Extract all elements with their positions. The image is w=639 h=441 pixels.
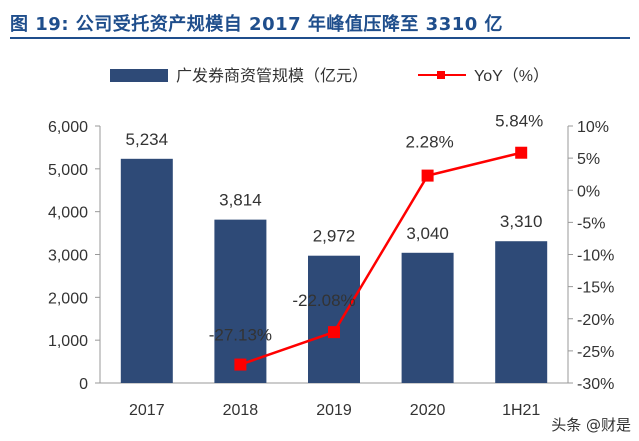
yoy-value-label: -27.13%	[209, 326, 272, 345]
left-axis-tick-label: 4,000	[48, 205, 88, 222]
x-axis-tick-label: 2019	[316, 402, 352, 419]
right-axis-tick-label: 5%	[577, 151, 600, 168]
right-axis-tick-label: -5%	[577, 215, 605, 232]
legend-line-label: YoY（%）	[474, 67, 549, 85]
yoy-value-label: -22.08%	[292, 291, 355, 310]
bar-value-label: 3,040	[406, 224, 449, 243]
legend-bar-label: 广发券商资管规模（亿元）	[176, 67, 368, 85]
right-axis-tick-label: -25%	[577, 344, 614, 361]
legend-line-marker	[437, 71, 445, 79]
right-axis-tick-label: 10%	[577, 119, 609, 136]
right-axis-tick-label: -30%	[577, 376, 614, 393]
bar	[401, 252, 454, 383]
yoy-line	[239, 151, 522, 366]
yoy-value-label: 5.84%	[495, 112, 543, 131]
bar-value-label: 3,814	[219, 191, 262, 210]
yoy-value-label: 2.28%	[405, 133, 453, 152]
left-axis-tick-label: 1,000	[48, 333, 88, 350]
chart: 广发券商资管规模（亿元） YoY（%） 0 1,000 2,000 3,000 4,000 5…	[48, 67, 614, 419]
bar-value-label: 3,310	[500, 212, 543, 231]
bar	[120, 158, 173, 383]
left-axis-tick-label: 5,000	[48, 162, 88, 179]
bar	[214, 219, 267, 383]
x-axis-tick-label: 2017	[129, 402, 165, 419]
x-axis-tick-label: 2018	[223, 402, 259, 419]
watermark: 头条 @财是	[551, 416, 631, 434]
left-axis-tick-label: 2,000	[48, 290, 88, 307]
figure-title: 图 19: 公司受托资产规模自 2017 年峰值压降至 3310 亿	[10, 14, 504, 35]
right-axis-tick-label: -15%	[577, 280, 614, 297]
right-axis-tick-label: -10%	[577, 248, 614, 265]
title-underline	[10, 37, 630, 39]
bar-value-label: 2,972	[313, 227, 356, 246]
x-axis-tick-label: 1H21	[502, 402, 540, 419]
yoy-point	[515, 146, 528, 159]
x-axis-tick-label: 2020	[410, 402, 446, 419]
bar	[308, 255, 360, 383]
yoy-point	[421, 169, 434, 182]
left-axis-tick-label: 3,000	[48, 248, 88, 265]
right-axis-tick-label: 0%	[577, 183, 600, 200]
bar	[495, 241, 548, 383]
left-axis-tick-label: 6,000	[48, 119, 88, 136]
bar-value-label: 5,234	[126, 130, 169, 149]
yoy-point	[234, 358, 247, 371]
right-axis-tick-label: -20%	[577, 312, 614, 329]
left-axis-tick-label: 0	[79, 376, 88, 393]
figure-header: 图 19: 公司受托资产规模自 2017 年峰值压降至 3310 亿	[10, 4, 630, 39]
legend-bar-swatch	[110, 69, 168, 82]
yoy-point	[328, 326, 340, 339]
